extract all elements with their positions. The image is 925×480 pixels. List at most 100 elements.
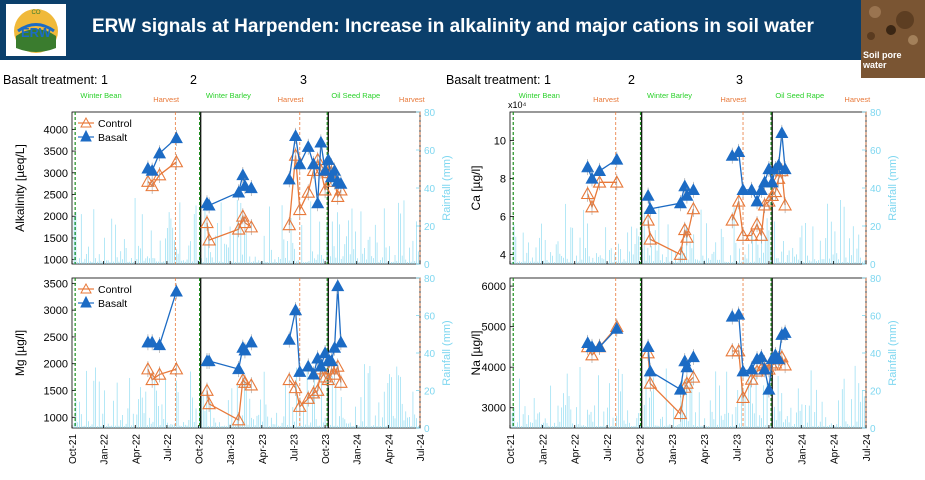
y2-tick-label: 60: [870, 146, 882, 157]
marker-basalt: [641, 188, 655, 201]
y2-tick-label: 40: [424, 184, 436, 195]
y2-tick-label: 0: [870, 260, 876, 271]
marker-basalt: [282, 332, 296, 345]
marker-basalt: [680, 360, 694, 373]
marker-basalt: [169, 284, 183, 297]
crop-label-winter-bean: Winter Bean: [519, 91, 560, 100]
marker-control: [731, 194, 746, 207]
marker-control: [244, 219, 259, 233]
y2-axis-label: Rainfall (mm): [441, 155, 453, 220]
y-tick-label: 3500: [44, 278, 68, 290]
logo-text: ERW: [21, 25, 52, 40]
legend-label-control: Control: [98, 284, 132, 296]
y-tick-label: 1500: [44, 386, 68, 398]
marker-control: [641, 345, 656, 359]
marker-basalt: [153, 146, 167, 159]
marker-control: [140, 361, 155, 375]
crop-label-oil-seed-rape: Oil Seed Rape: [331, 91, 380, 100]
x-tick-label: Oct-22: [195, 434, 206, 464]
y-axis-label: Alkalinity [µeq/L]: [13, 144, 27, 232]
marker-basalt: [289, 303, 303, 316]
marker-basalt: [750, 194, 764, 207]
page-title: ERW signals at Harpenden: Increase in al…: [92, 16, 814, 37]
panel-mg: 1000 1500 2000 2500 3000 3500 0 20 40 60 80 Mg [µg/…: [13, 274, 453, 465]
y-tick-label: 2000: [44, 359, 68, 371]
marker-basalt: [306, 367, 321, 380]
y-tick-label: 3500: [44, 146, 68, 158]
marker-basalt: [306, 157, 321, 170]
crop-label-oil-seed-rape: Oil Seed Rape: [775, 91, 824, 100]
y2-tick-label: 80: [424, 274, 436, 285]
marker-basalt: [334, 335, 348, 348]
marker-basalt: [732, 307, 746, 320]
y2-tick-label: 60: [870, 312, 882, 323]
y-tick-label: 6: [500, 212, 506, 224]
marker-basalt: [289, 129, 303, 141]
marker-basalt: [145, 164, 159, 176]
crop-label-winter-barley: Winter Barley: [647, 91, 692, 100]
y2-tick-label: 0: [424, 424, 430, 435]
legend-marker-basalt: [80, 129, 92, 142]
y2-tick-label: 0: [424, 260, 430, 271]
marker-basalt: [732, 145, 746, 157]
marker-basalt: [244, 181, 258, 194]
legend-label-control: Control: [98, 118, 132, 130]
x-tick-label: Apr-23: [258, 434, 269, 464]
y2-tick-label: 40: [870, 184, 882, 195]
marker-basalt: [643, 202, 657, 214]
x-tick-label: Jan-23: [668, 434, 679, 465]
y-tick-label: 10: [494, 136, 506, 148]
y-axis-label: Mg [µg/l]: [13, 330, 27, 376]
marker-control: [145, 178, 160, 192]
marker-basalt: [318, 164, 332, 176]
thumbnail-label-line2: water: [863, 60, 887, 70]
marker-control: [744, 228, 759, 241]
y-tick-label: 3000: [44, 305, 68, 317]
marker-basalt: [331, 279, 345, 292]
x-tick-label: Oct-22: [635, 434, 646, 464]
treatment-seg3-right: 3: [736, 73, 743, 87]
y-exponent: x10⁴: [508, 100, 527, 110]
y2-tick-label: 60: [424, 312, 436, 323]
marker-basalt: [301, 140, 315, 152]
marker-control: [609, 175, 624, 188]
marker-control: [580, 186, 595, 200]
marker-basalt: [311, 196, 325, 209]
x-tick-label: Jul-23: [733, 434, 744, 462]
marker-basalt: [334, 177, 348, 189]
marker-control: [202, 232, 217, 246]
logo-small-text: CO: [32, 10, 41, 16]
panel-na: 3000 4000 5000 6000 0 20 40 60 80 Na [µg/l] Rainfa…: [469, 274, 899, 465]
harvest-label: Harvest: [593, 95, 620, 104]
marker-basalt: [238, 343, 252, 356]
marker-control: [306, 386, 321, 399]
y-tick-label: 3000: [44, 168, 68, 180]
y2-tick-label: 20: [870, 387, 882, 398]
x-tick-label: Jan-24: [797, 434, 808, 465]
crop-label-winter-barley: Winter Barley: [206, 91, 251, 100]
marker-control: [725, 213, 740, 226]
marker-basalt: [236, 168, 250, 181]
marker-basalt: [328, 164, 342, 176]
y2-tick-label: 20: [424, 222, 436, 233]
marker-control: [231, 412, 246, 426]
y2-tick-label: 60: [424, 146, 436, 157]
marker-basalt: [641, 340, 655, 353]
marker-control: [643, 376, 658, 389]
marker-control: [310, 152, 325, 166]
marker-basalt: [232, 185, 246, 198]
marker-basalt: [686, 183, 700, 195]
y-tick-label: 5000: [482, 322, 506, 334]
marker-basalt: [754, 350, 768, 363]
marker-control: [310, 383, 325, 396]
marker-control: [679, 230, 694, 243]
panel-alkalinity: 1000 1500 2000 2500 3000 3500 4000 0 20 40 60 80 Alk…: [13, 91, 453, 271]
x-tick-label: Jul-24: [862, 434, 873, 462]
marker-control: [244, 378, 259, 391]
marker-basalt: [610, 322, 624, 334]
marker-basalt: [232, 362, 246, 375]
y2-tick-label: 80: [870, 108, 882, 119]
marker-control: [200, 383, 214, 396]
marker-basalt: [244, 335, 258, 348]
x-tick-label: Jan-22: [538, 434, 549, 465]
